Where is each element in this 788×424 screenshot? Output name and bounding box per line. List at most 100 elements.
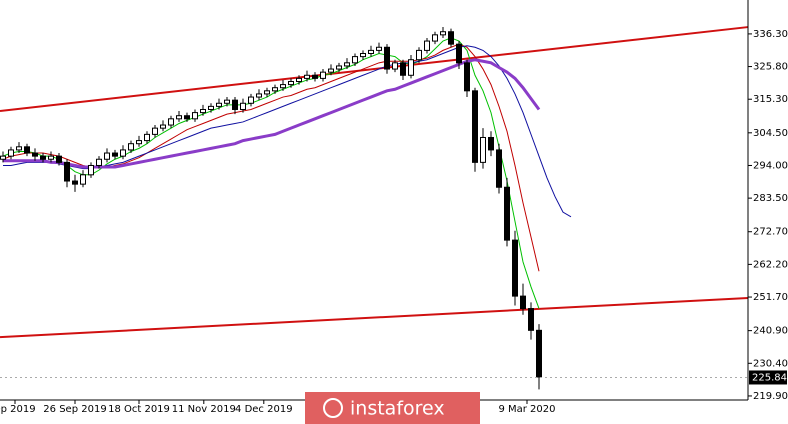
candle	[432, 31, 438, 45]
y-tick-label: 219.90	[753, 391, 788, 402]
candle	[240, 98, 246, 113]
candle	[456, 41, 462, 70]
candle-body	[136, 140, 142, 145]
candle	[448, 28, 454, 48]
candle	[8, 146, 14, 160]
candle-body	[320, 71, 326, 79]
candle-body	[312, 74, 318, 79]
candle-body	[224, 99, 230, 104]
candle	[472, 87, 478, 172]
candle	[424, 37, 430, 54]
candle-body	[200, 108, 206, 114]
candle-body	[440, 31, 446, 36]
candle	[264, 87, 270, 98]
candle	[400, 59, 406, 80]
x-tick-label: 11 Nov 2019	[172, 404, 236, 415]
candle	[168, 115, 174, 129]
candle	[352, 53, 358, 66]
candle-body	[360, 52, 366, 58]
candle-body	[384, 46, 390, 70]
candle	[344, 58, 350, 70]
candle	[296, 75, 302, 85]
candle	[32, 148, 38, 161]
candle-body	[304, 74, 310, 79]
candle	[376, 42, 382, 54]
candle-body	[504, 186, 510, 241]
candle	[520, 283, 526, 315]
candle	[248, 93, 254, 107]
candle	[288, 78, 294, 88]
candle-body	[144, 133, 150, 142]
candle	[416, 47, 422, 63]
candle	[144, 131, 150, 144]
candle	[64, 159, 70, 188]
x-tick-label: 26 Sep 2019	[43, 404, 106, 415]
x-tick-label: 9 Mar 2020	[498, 404, 555, 415]
candle-body	[16, 146, 22, 151]
candle	[152, 125, 158, 138]
candle	[440, 27, 446, 38]
candle	[536, 324, 542, 390]
candle-body	[56, 155, 62, 163]
candle-body	[104, 152, 110, 160]
candle-body	[536, 329, 542, 378]
candle-body	[424, 40, 430, 51]
candle	[304, 70, 310, 82]
candle-body	[8, 149, 14, 157]
current-price-box	[749, 370, 787, 385]
candle-body	[272, 87, 278, 92]
candle	[512, 230, 518, 306]
watermark-logo	[323, 398, 343, 418]
candle-body	[480, 136, 486, 163]
candle-body	[392, 62, 398, 70]
candle-body	[288, 80, 294, 86]
candle	[104, 148, 110, 163]
candle	[160, 120, 166, 132]
candle-body	[176, 115, 182, 120]
candle-body	[488, 136, 494, 151]
candle-body	[88, 164, 94, 176]
candle-body	[192, 112, 198, 120]
candle	[0, 151, 6, 163]
candle-body	[520, 295, 526, 310]
candle	[504, 177, 510, 247]
candle	[312, 72, 318, 82]
candle-body	[24, 146, 30, 154]
candle-body	[368, 49, 374, 54]
y-tick-label: 304.50	[753, 128, 788, 139]
watermark-text: instaforex	[350, 398, 445, 420]
x-tick-label: 18 Oct 2019	[108, 404, 170, 415]
candle-body	[40, 155, 46, 160]
candle	[136, 135, 142, 147]
candle	[408, 55, 414, 79]
x-tick-label: 4 Dec 2019	[235, 404, 293, 415]
candle-body	[0, 155, 6, 160]
candle-body	[416, 49, 422, 61]
trendline	[0, 296, 749, 339]
candle-body	[48, 155, 54, 160]
candle-body	[328, 68, 334, 73]
candle	[72, 174, 78, 192]
candle	[336, 62, 342, 73]
candle-body	[336, 65, 342, 70]
candle	[184, 112, 190, 122]
candle	[48, 151, 54, 163]
candle-body	[280, 84, 286, 89]
candle-body	[296, 77, 302, 82]
candle-body	[216, 102, 222, 107]
candle-body	[80, 174, 86, 185]
candle	[384, 44, 390, 74]
candle	[464, 59, 470, 98]
candle	[96, 156, 102, 169]
x-tick-label: ep 2019	[0, 404, 36, 415]
y-tick-label: 336.30	[753, 29, 788, 40]
watermark-box	[305, 392, 480, 424]
y-tick-label: 262.20	[753, 259, 788, 270]
candle	[480, 128, 486, 169]
candle	[200, 104, 206, 116]
y-tick-label: 230.40	[753, 358, 788, 369]
candle	[216, 98, 222, 110]
candle	[112, 149, 118, 160]
y-tick-label: 272.70	[753, 227, 788, 238]
